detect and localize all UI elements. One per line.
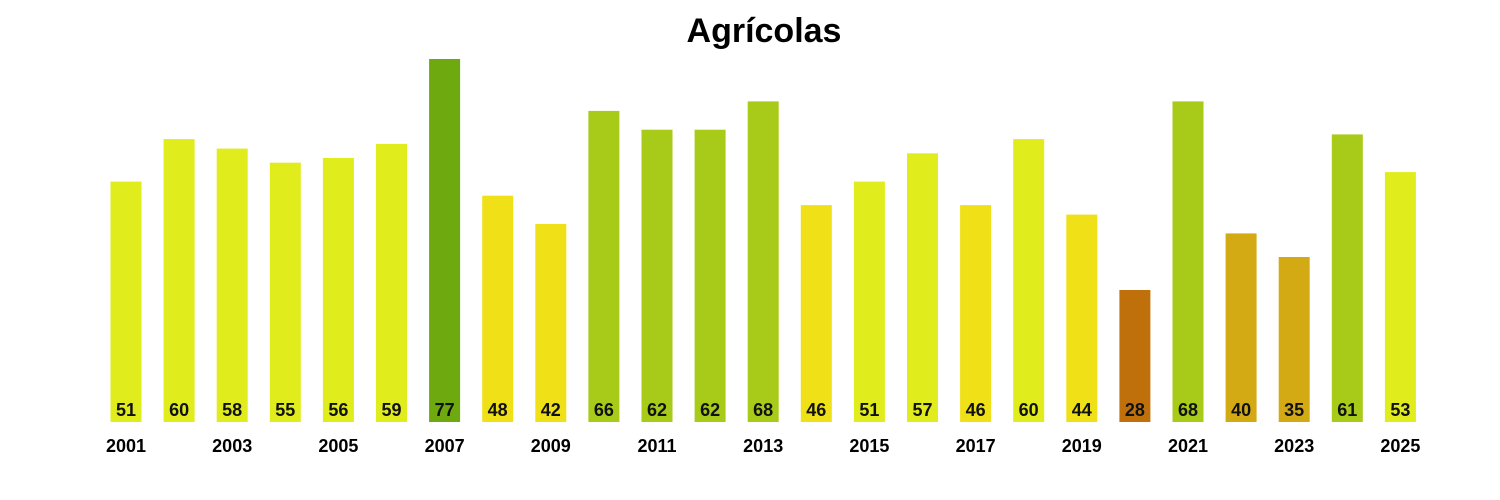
bar-2023 [1278, 257, 1310, 422]
bar-2006 [376, 143, 407, 422]
x-tick-label-2009: 2009 [531, 436, 571, 456]
data-label-2007: 77 [435, 400, 455, 420]
bar-2017 [960, 205, 992, 422]
bar-2014 [800, 205, 832, 422]
bar-2008 [482, 195, 514, 422]
bar-2020 [1119, 290, 1151, 422]
x-tick-label-2013: 2013 [743, 436, 783, 456]
data-label-2022: 40 [1231, 400, 1251, 420]
bar-2002 [163, 139, 195, 422]
x-tick-label-2017: 2017 [956, 436, 996, 456]
data-label-2023: 35 [1284, 400, 1304, 420]
bar-2001 [110, 181, 142, 422]
data-label-2018: 60 [1019, 400, 1039, 420]
bar-2009 [535, 224, 567, 422]
data-label-2024: 61 [1337, 400, 1357, 420]
bar-2025 [1384, 172, 1416, 422]
data-label-2014: 46 [806, 400, 826, 420]
x-tick-label-2019: 2019 [1062, 436, 1102, 456]
bar-2007 [429, 59, 461, 422]
data-label-2015: 51 [859, 400, 879, 420]
x-tick-label-2007: 2007 [425, 436, 465, 456]
x-tick-label-2003: 2003 [212, 436, 252, 456]
x-tick-label-2011: 2011 [637, 436, 676, 456]
bar-2022 [1225, 233, 1257, 422]
bar-2021 [1172, 101, 1204, 423]
bar-2016 [907, 153, 938, 423]
bar-2003 [216, 148, 248, 422]
bar-2019 [1066, 214, 1098, 422]
bar-2011 [641, 129, 673, 422]
bar-2010 [588, 110, 620, 423]
data-label-2012: 62 [700, 400, 720, 420]
data-label-2008: 48 [488, 400, 508, 420]
bar-2012 [694, 129, 726, 422]
x-tick-label-2023: 2023 [1274, 436, 1314, 456]
chart-title: Agrícolas [686, 12, 842, 50]
bar-2004 [269, 162, 301, 422]
data-label-2009: 42 [541, 400, 561, 420]
data-label-2013: 68 [753, 400, 773, 420]
data-label-2004: 55 [275, 400, 295, 420]
data-label-2001: 51 [116, 400, 136, 420]
bar-2005 [322, 158, 354, 422]
data-label-2017: 46 [966, 400, 986, 420]
data-label-2011: 62 [647, 400, 667, 420]
x-tick-label-2021: 2021 [1168, 436, 1208, 456]
bar-2015 [853, 181, 885, 422]
data-label-2010: 66 [594, 400, 614, 420]
data-label-2006: 59 [381, 400, 401, 420]
bar-2024 [1331, 134, 1363, 422]
bar-2013 [747, 101, 779, 423]
x-tick-label-2001: 2001 [106, 436, 146, 456]
data-label-2016: 57 [912, 400, 932, 420]
data-label-2005: 56 [328, 400, 348, 420]
bar-2018 [1013, 139, 1045, 422]
data-label-2019: 44 [1072, 400, 1092, 420]
x-tick-label-2005: 2005 [318, 436, 358, 456]
data-label-2003: 58 [222, 400, 242, 420]
data-label-2025: 53 [1390, 400, 1410, 420]
data-label-2021: 68 [1178, 400, 1198, 420]
data-label-2020: 28 [1125, 400, 1145, 420]
x-tick-label-2025: 2025 [1380, 436, 1420, 456]
x-tick-label-2015: 2015 [849, 436, 889, 456]
data-label-2002: 60 [169, 400, 189, 420]
